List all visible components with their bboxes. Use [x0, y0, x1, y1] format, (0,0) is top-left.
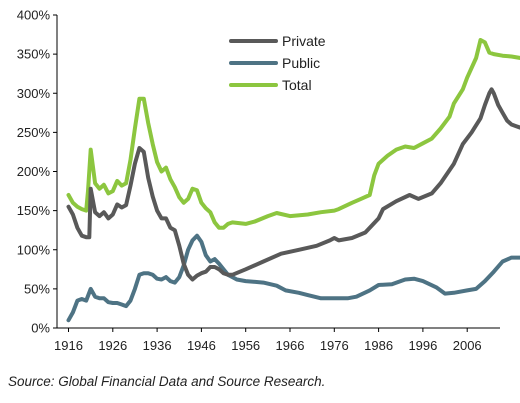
x-tick-label: 1946 [187, 338, 216, 353]
x-tick-label: 2006 [453, 338, 482, 353]
x-tick-label: 1986 [364, 338, 393, 353]
y-tick-label: 0% [31, 321, 50, 336]
x-tick-label: 1916 [54, 338, 83, 353]
x-tick-label: 1966 [276, 338, 305, 353]
y-tick-label: 400% [17, 8, 51, 23]
y-axis-ticks: 0% 50% 100% 150% 200% 250% 300% 350% 400% [17, 8, 57, 336]
legend-label-public: Public [282, 55, 320, 71]
y-tick-label: 250% [17, 125, 51, 140]
x-axis-ticks: 1916 1926 1936 1946 1956 1966 1976 1986 1996 2006 [54, 328, 482, 353]
y-tick-label: 150% [17, 203, 51, 218]
x-tick-label: 1956 [231, 338, 260, 353]
y-tick-label: 100% [17, 242, 51, 257]
series-line-private [66, 87, 520, 282]
legend: Private Public Total [229, 33, 326, 93]
series-line-public [66, 233, 520, 323]
y-tick-label: 300% [17, 86, 51, 101]
legend-label-total: Total [282, 77, 312, 93]
x-tick-label: 1936 [143, 338, 172, 353]
series-line-total [66, 38, 520, 230]
x-tick-label: 1926 [98, 338, 127, 353]
series-layer [66, 38, 520, 323]
x-tick-label: 1976 [320, 338, 349, 353]
x-tick-label: 1996 [408, 338, 437, 353]
source-note: Source: Global Financial Data and Source… [8, 374, 326, 389]
y-tick-label: 200% [17, 164, 51, 179]
legend-label-private: Private [282, 33, 326, 49]
y-tick-label: 350% [17, 47, 51, 62]
y-tick-label: 50% [24, 281, 50, 296]
